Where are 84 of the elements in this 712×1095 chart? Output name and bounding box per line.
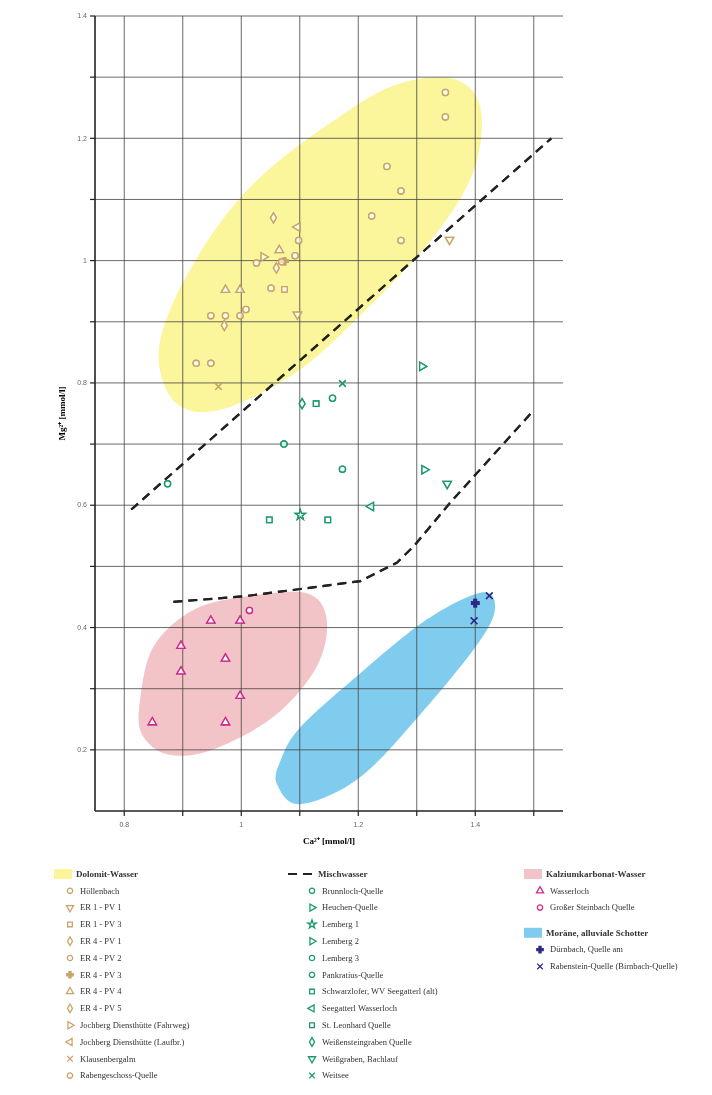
legend-label: ER 1 - PV 1 — [80, 902, 122, 913]
point — [281, 285, 288, 293]
legend-label: Wasserloch — [550, 885, 590, 896]
point — [206, 615, 216, 624]
point — [221, 311, 230, 320]
legend-label: Rabenstein-Quelle (Birnbach-Quelle) — [550, 961, 678, 972]
point — [235, 690, 245, 700]
point — [147, 716, 158, 726]
point — [235, 284, 245, 294]
point — [242, 305, 250, 314]
point — [312, 400, 320, 408]
point — [235, 615, 245, 624]
point — [192, 359, 200, 368]
legend-label: Weitsee — [322, 1070, 349, 1081]
legend-label: Mischwasser — [318, 868, 368, 879]
legend-label: Seegatterl Wasserloch — [322, 1003, 398, 1014]
legend-label: Kalziumkarbonat-Wasser — [546, 868, 646, 879]
point — [176, 640, 186, 649]
legend-label: ER 1 - PV 3 — [80, 919, 122, 930]
point — [220, 653, 231, 662]
legend-label: Lemberg 1 — [322, 919, 359, 930]
point — [245, 606, 254, 615]
point — [207, 359, 215, 368]
legend-label: Dürnbach, Quelle am — [550, 944, 624, 955]
legend-label: Weißensteingraben Quelle — [322, 1036, 412, 1047]
point — [163, 480, 172, 488]
point — [397, 187, 405, 195]
legend-label: Brunnloch-Quelle — [322, 885, 384, 896]
point — [269, 212, 278, 224]
legend-label: Jochberg Diensthütte (Laufbr.) — [80, 1036, 185, 1047]
point — [338, 379, 347, 388]
x-axis-title: Ca²⁺ [mmol/l] — [303, 836, 355, 846]
legend-label: Höllenbach — [80, 885, 120, 896]
point — [207, 311, 215, 320]
legend-label: Lemberg 2 — [322, 935, 359, 946]
point — [397, 236, 405, 245]
point — [291, 222, 301, 232]
point — [252, 259, 261, 267]
legend-label: Klausenbergalm — [80, 1053, 136, 1064]
point — [324, 516, 332, 524]
point — [292, 311, 303, 320]
legend-label: Pankratius-Quelle — [322, 969, 384, 980]
legend-label: Heuchen-Quelle — [322, 902, 378, 913]
point — [236, 311, 244, 320]
legend-label: ER 4 - PV 1 — [80, 935, 122, 946]
point — [214, 382, 223, 391]
legend-label: ER 4 - PV 5 — [80, 1003, 122, 1014]
legend-label: ER 4 - PV 2 — [80, 952, 122, 963]
point — [267, 284, 275, 292]
legend-label: St. Leonhard Quelle — [322, 1019, 391, 1030]
point — [470, 598, 480, 608]
point — [338, 465, 347, 473]
legend-label: Dolomit-Wasser — [76, 868, 138, 879]
point — [444, 236, 455, 246]
point — [274, 244, 285, 254]
legend-label: Jochberg Diensthütte (Fahrweg) — [80, 1019, 190, 1030]
legend-label: Moräne, alluviale Schotter — [546, 927, 649, 938]
point — [328, 394, 337, 402]
legend-label: Großer Steinbach Quelle — [550, 902, 635, 913]
point — [176, 666, 186, 675]
point — [470, 616, 479, 625]
legend-label: Rabengeschoss-Quelle — [80, 1070, 158, 1081]
point — [291, 251, 299, 260]
point — [441, 88, 450, 97]
point — [418, 361, 428, 372]
point — [485, 591, 494, 600]
legend-label: Lemberg 3 — [322, 952, 359, 963]
point — [280, 440, 288, 448]
legend-label: Weißgraben, Bachlauf — [322, 1053, 398, 1064]
legend-label: ER 4 - PV 3 — [80, 969, 122, 980]
point — [442, 480, 452, 490]
y-axis-title: Mg²⁺ [mmol/l] — [57, 386, 67, 441]
point — [421, 464, 430, 475]
point — [441, 113, 450, 121]
point — [365, 501, 375, 512]
point — [260, 252, 269, 262]
point — [367, 212, 376, 220]
point — [220, 284, 231, 294]
point — [220, 716, 231, 726]
point — [294, 236, 303, 245]
point — [383, 162, 391, 171]
legend-label: ER 4 - PV 4 — [80, 986, 123, 997]
point — [265, 516, 273, 524]
legend-label: Schwarzlofer, WV Seegatterl (alt) — [322, 986, 438, 997]
